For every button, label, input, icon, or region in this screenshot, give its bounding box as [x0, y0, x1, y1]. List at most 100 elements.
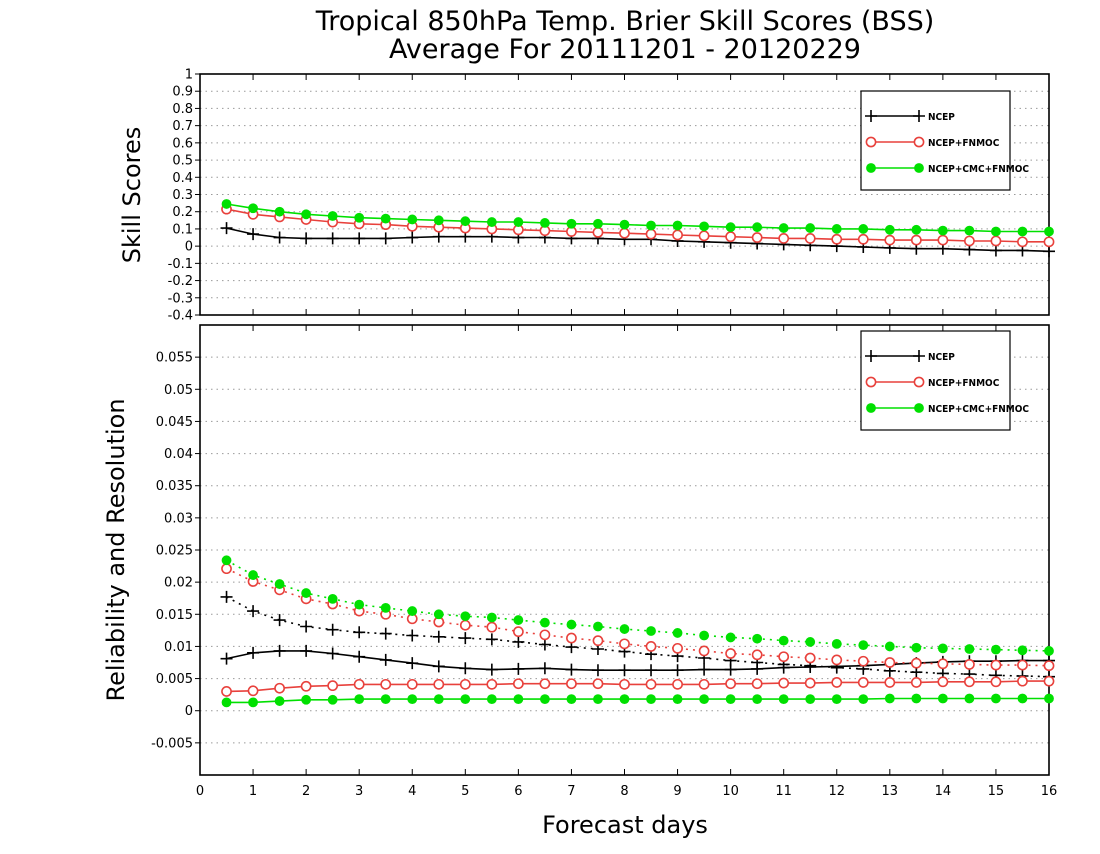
- bottom-point-ncep-fnmoc-reliability: [512, 626, 524, 638]
- bottom-legend-label-ncep-fnmoc: NCEP+FNMOC: [928, 378, 1000, 389]
- bottom-point-ncep-fnmoc-resolution: [512, 678, 524, 690]
- x-tick-label: 12: [828, 784, 845, 799]
- bottom-point-ncep-resolution: [512, 662, 525, 675]
- bottom-point-ncep-cmc-fnmoc-reliability: [858, 640, 869, 651]
- top-point-ncep-fnmoc: [964, 235, 975, 247]
- bottom-point-ncep-fnmoc-resolution: [910, 677, 922, 688]
- top-point-ncep-cmc-fnmoc: [778, 223, 789, 233]
- top-point-ncep-fnmoc: [857, 233, 869, 245]
- top-point-ncep-cmc-fnmoc: [221, 199, 232, 209]
- bottom-point-ncep-fnmoc-reliability: [566, 632, 577, 644]
- bottom-point-ncep-cmc-fnmoc-resolution: [964, 693, 975, 704]
- bottom-point-ncep-cmc-fnmoc-reliability: [752, 633, 763, 644]
- bottom-point-ncep-cmc-fnmoc-reliability: [964, 644, 975, 654]
- top-point-ncep: [247, 228, 260, 241]
- bottom-point-ncep-cmc-fnmoc-resolution: [911, 693, 922, 704]
- bottom-y-tick-label: 0.055: [156, 351, 193, 366]
- bottom-y-tick-label: 0.015: [156, 608, 193, 623]
- bottom-legend-marker-ncep-cmc-fnmoc: [866, 403, 876, 413]
- top-y-tick-label: 1: [185, 68, 193, 83]
- bottom-point-ncep-resolution: [220, 652, 233, 665]
- bottom-y-tick-label: 0.005: [156, 672, 193, 687]
- top-point-ncep: [300, 232, 313, 245]
- bottom-point-ncep-fnmoc-reliability: [645, 641, 657, 652]
- bottom-point-ncep-cmc-fnmoc-reliability: [433, 609, 444, 620]
- bottom-point-ncep-cmc-fnmoc-reliability: [1017, 645, 1028, 656]
- bottom-point-ncep-cmc-fnmoc-resolution: [646, 694, 656, 705]
- bottom-point-ncep-cmc-fnmoc-resolution: [566, 694, 577, 705]
- top-point-ncep: [220, 222, 233, 235]
- bottom-point-ncep-fnmoc-reliability: [751, 649, 763, 661]
- x-tick-label: 2: [302, 784, 310, 799]
- bottom-point-ncep-reliability: [247, 605, 260, 618]
- top-point-ncep-cmc-fnmoc: [725, 222, 736, 233]
- bottom-point-ncep-cmc-fnmoc-reliability: [1044, 646, 1054, 656]
- bottom-point-ncep-cmc-fnmoc-reliability: [566, 619, 577, 630]
- top-point-ncep-cmc-fnmoc: [1017, 226, 1028, 237]
- bottom-legend-label-ncep: NCEP: [928, 352, 955, 363]
- bottom-point-ncep-fnmoc-resolution: [539, 678, 551, 690]
- bottom-point-ncep-cmc-fnmoc-reliability: [725, 632, 736, 643]
- bottom-point-ncep-cmc-fnmoc-resolution: [1017, 693, 1028, 704]
- bottom-point-ncep-cmc-fnmoc-resolution: [593, 694, 603, 705]
- top-y-tick-label: -0.1: [168, 257, 193, 272]
- bottom-point-ncep-cmc-fnmoc-resolution: [486, 694, 497, 705]
- bottom-point-ncep-fnmoc-resolution: [645, 678, 657, 690]
- top-point-ncep-cmc-fnmoc: [540, 218, 550, 228]
- x-tick-label: 16: [1041, 784, 1058, 799]
- bottom-series-line-ncep-reliability: [226, 596, 1050, 678]
- bottom-point-ncep-fnmoc-reliability: [672, 642, 683, 654]
- bottom-y-tick-label: 0.01: [164, 640, 193, 655]
- bottom-series-line-ncep-fnmoc-reliability: [226, 567, 1050, 667]
- bottom-point-ncep-reliability: [538, 638, 551, 651]
- bottom-point-ncep-reliability: [326, 623, 339, 636]
- bottom-point-ncep-resolution: [459, 662, 472, 675]
- bottom-point-ncep-fnmoc-resolution: [725, 678, 737, 690]
- top-point-ncep-fnmoc: [645, 228, 657, 240]
- x-tick-label: 6: [514, 784, 522, 799]
- bottom-point-ncep-fnmoc-resolution: [1043, 675, 1055, 687]
- top-point-ncep: [1043, 245, 1055, 258]
- bottom-point-ncep-cmc-fnmoc-resolution: [858, 694, 869, 705]
- bottom-point-ncep-fnmoc-resolution: [433, 678, 445, 690]
- bottom-point-ncep-fnmoc-resolution: [804, 677, 816, 689]
- x-tick-label: 11: [775, 784, 792, 799]
- bottom-point-ncep-fnmoc-resolution: [990, 676, 1002, 688]
- top-point-ncep-cmc-fnmoc: [354, 212, 365, 223]
- top-y-tick-label: 0.1: [172, 222, 193, 237]
- x-tick-label: 5: [461, 784, 469, 799]
- bottom-point-ncep-fnmoc-resolution: [327, 680, 339, 692]
- top-point-ncep-fnmoc: [1043, 236, 1055, 248]
- bottom-point-ncep-fnmoc-resolution: [1017, 675, 1028, 687]
- top-point-ncep-cmc-fnmoc: [460, 216, 471, 227]
- bottom-panel: -0.005 0 0.005 0.01 0.015 0.02 0.025 0.03 0.035 0…: [151, 324, 1058, 799]
- x-tick-label: 8: [620, 784, 628, 799]
- bottom-point-ncep-resolution: [247, 646, 260, 659]
- bottom-point-ncep-fnmoc-resolution: [566, 678, 577, 690]
- bottom-point-ncep-reliability: [300, 620, 313, 633]
- top-point-ncep-cmc-fnmoc: [884, 224, 895, 235]
- bottom-point-ncep-fnmoc-resolution: [486, 678, 498, 690]
- bottom-point-ncep-cmc-fnmoc-reliability: [460, 611, 471, 622]
- top-legend-marker-ncep-cmc-fnmoc: [866, 163, 876, 173]
- bottom-point-ncep-cmc-fnmoc-reliability: [354, 599, 365, 610]
- top-point-ncep-fnmoc: [937, 234, 949, 246]
- x-tick-label: 7: [567, 784, 575, 799]
- bottom-point-ncep-fnmoc-resolution: [751, 678, 763, 690]
- bottom-point-ncep-reliability: [459, 632, 472, 645]
- top-legend-label-ncep-fnmoc: NCEP+FNMOC: [928, 138, 1000, 149]
- bottom-point-ncep-cmc-fnmoc-resolution: [778, 694, 789, 705]
- bottom-y-tick-label: 0.05: [164, 383, 193, 398]
- top-point-ncep-cmc-fnmoc: [248, 203, 258, 214]
- bottom-point-ncep-cmc-fnmoc-reliability: [380, 602, 391, 613]
- top-legend-label-ncep: NCEP: [928, 112, 955, 123]
- bottom-plot-frame: [199, 324, 1050, 776]
- bottom-point-ncep-reliability: [432, 630, 445, 643]
- bottom-point-ncep-resolution: [379, 653, 392, 666]
- top-legend-marker-ncep-fnmoc: [865, 136, 877, 148]
- bottom-point-ncep-fnmoc-reliability: [964, 659, 975, 670]
- bottom-point-ncep-reliability: [220, 590, 233, 603]
- bottom-point-ncep-fnmoc-reliability: [910, 657, 922, 669]
- bottom-point-ncep-fnmoc-resolution: [300, 680, 312, 692]
- top-y-tick-label: 0: [185, 240, 193, 255]
